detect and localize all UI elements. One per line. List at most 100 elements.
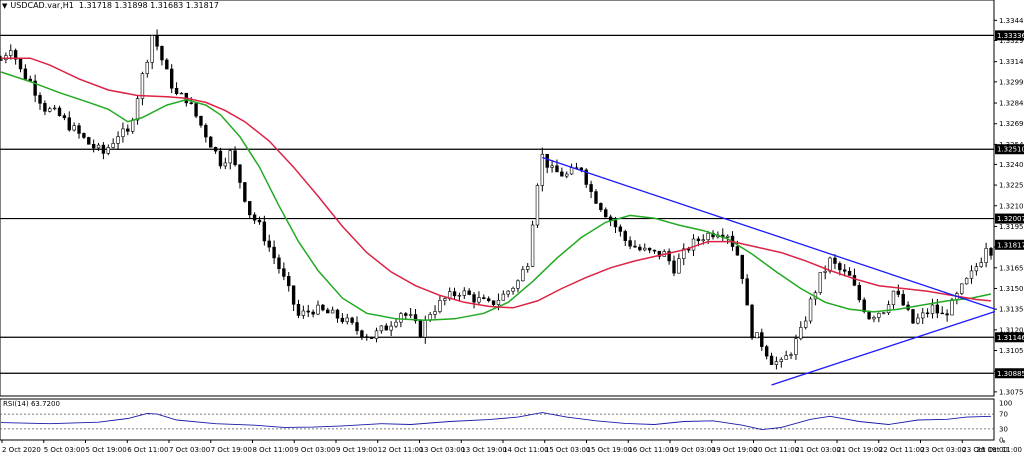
candle-body — [599, 203, 603, 210]
candle-body — [33, 80, 37, 96]
candle-body — [213, 146, 218, 152]
candle-body — [77, 125, 81, 134]
candle-body — [555, 165, 559, 173]
rsi-line — [0, 412, 992, 431]
candle-body — [462, 290, 467, 296]
candle-body — [126, 128, 130, 132]
candle-body — [623, 231, 627, 241]
candle-body — [355, 322, 359, 332]
candle-body — [199, 115, 203, 126]
time-tick-label: 7 Oct 19:00 — [211, 446, 252, 454]
price-tick-label: 1.31350 — [999, 306, 1024, 314]
candle-body — [155, 35, 159, 47]
candle-body — [803, 320, 808, 328]
level-price-label: 1.32510 — [997, 146, 1024, 154]
candle-body — [745, 278, 749, 306]
candle-body — [696, 238, 701, 242]
candle-body — [672, 260, 676, 274]
candle-body — [111, 143, 115, 148]
candle-body — [135, 98, 140, 121]
candle-body — [628, 240, 632, 247]
candle-body — [740, 254, 744, 280]
candle-body — [23, 68, 28, 80]
candle-body — [735, 246, 740, 256]
candle-body — [57, 107, 62, 116]
candle-body — [584, 169, 588, 185]
price-tick-label: 1.32999 — [999, 78, 1024, 86]
candle-body — [423, 319, 427, 338]
candle-body — [911, 309, 915, 324]
candle-body — [394, 321, 398, 327]
candle-body — [882, 312, 886, 314]
price-tick-label: 1.32845 — [999, 100, 1024, 108]
time-tick-label: 21 Oct 19:00 — [837, 446, 883, 454]
rsi-tick-label: 30 — [999, 425, 1008, 433]
candle-body — [589, 184, 593, 192]
candle-body — [477, 297, 481, 303]
candle-body — [916, 317, 920, 324]
candle-body — [750, 304, 754, 339]
candle-body — [794, 338, 798, 355]
candle-body — [223, 162, 228, 167]
lower-trendline[interactable] — [771, 310, 996, 386]
candle-body — [594, 191, 598, 204]
candle-body — [545, 153, 549, 168]
candle-body — [443, 298, 447, 301]
candle-body — [613, 220, 618, 228]
candle-body — [677, 258, 681, 274]
candle-body — [838, 263, 842, 271]
candle-body — [291, 285, 296, 305]
time-tick-label: 15 Oct 03:00 — [545, 446, 591, 454]
candle-body — [847, 270, 852, 276]
candle-body — [204, 124, 208, 138]
candle-body — [779, 359, 783, 362]
time-tick-label: 2 Oct 2020 — [2, 446, 41, 454]
time-tick-label: 16 Oct 11:00 — [628, 446, 674, 454]
candle-body — [633, 245, 637, 248]
candle-body — [872, 317, 876, 320]
candle-body — [960, 283, 964, 294]
candle-body — [160, 46, 164, 61]
candle-body — [516, 280, 520, 289]
current-price-tag — [995, 239, 1024, 250]
time-tick-label: 22 Oct 11:00 — [879, 446, 925, 454]
caret-down-icon[interactable]: ▼ — [2, 2, 8, 10]
level-price-label: 1.30885 — [997, 370, 1024, 378]
level-price-label: 1.31146 — [997, 334, 1024, 342]
current-price-label: 1.31817 — [997, 241, 1024, 249]
price-tick-label: 1.31200 — [999, 326, 1024, 334]
rsi-plot: RSI(14) 63.7200 100 70 30 0 — [0, 398, 1012, 445]
candle-body — [369, 336, 374, 339]
candle-body — [833, 257, 837, 264]
time-tick-label: 9 Oct 19:00 — [336, 446, 377, 454]
level-price-tag — [995, 30, 1024, 41]
candle-body — [643, 247, 647, 251]
candle-body — [218, 150, 223, 167]
green-moving-average-line — [0, 71, 992, 321]
candle-body — [228, 150, 232, 164]
candle-body — [550, 165, 554, 168]
candle-body — [82, 133, 86, 138]
candle-body — [540, 153, 545, 186]
upper-trendline[interactable] — [542, 156, 996, 310]
candle-body — [413, 314, 418, 322]
candle-body — [174, 87, 179, 95]
rsi-pane-frame — [0, 398, 995, 441]
candle-body — [404, 313, 408, 316]
candle-body — [194, 103, 198, 117]
candle-body — [701, 239, 705, 242]
candle-body — [852, 275, 857, 286]
candle-body — [267, 240, 271, 248]
candle-body — [287, 276, 291, 287]
time-tick-label: 21 Oct 03:00 — [795, 446, 841, 454]
candle-body — [828, 257, 832, 272]
time-tick-label: 13 Oct 19:00 — [461, 446, 507, 454]
price-tick-label: 1.33145 — [999, 58, 1024, 66]
candle-body — [438, 300, 442, 312]
candle-body — [774, 361, 779, 365]
price-tick-label: 1.31050 — [999, 347, 1024, 355]
rsi-tick-label: 70 — [999, 411, 1008, 419]
candle-body — [379, 325, 384, 332]
